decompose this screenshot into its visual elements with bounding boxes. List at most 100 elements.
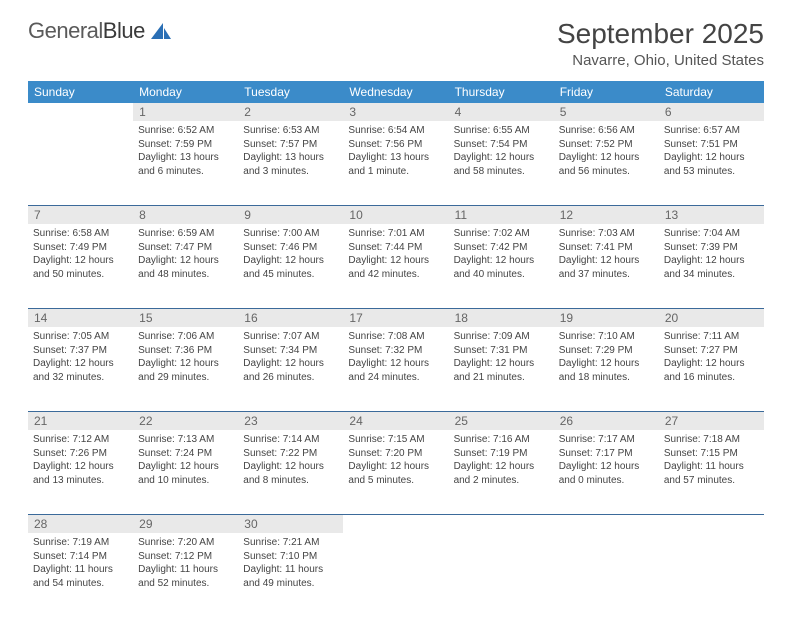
daynum-cell: 20 <box>659 309 764 327</box>
day-cell: Sunrise: 6:53 AMSunset: 7:57 PMDaylight:… <box>238 121 343 205</box>
day-cell: Sunrise: 7:08 AMSunset: 7:32 PMDaylight:… <box>343 327 448 411</box>
daynum-cell: 28 <box>28 515 133 533</box>
day-cell: Sunrise: 7:17 AMSunset: 7:17 PMDaylight:… <box>554 430 659 514</box>
daylight-line: Daylight: 13 hours and 6 minutes. <box>138 151 233 178</box>
daynum-cell <box>554 515 659 533</box>
day-cell: Sunrise: 6:52 AMSunset: 7:59 PMDaylight:… <box>133 121 238 205</box>
sunrise-line: Sunrise: 6:58 AM <box>33 227 128 241</box>
sunset-line: Sunset: 7:32 PM <box>348 344 443 358</box>
sunrise-line: Sunrise: 6:54 AM <box>348 124 443 138</box>
day-cell: Sunrise: 6:57 AMSunset: 7:51 PMDaylight:… <box>659 121 764 205</box>
daylight-line: Daylight: 11 hours and 52 minutes. <box>138 563 233 590</box>
sunrise-line: Sunrise: 7:12 AM <box>33 433 128 447</box>
daynum-row: 282930 <box>28 515 764 533</box>
sunset-line: Sunset: 7:20 PM <box>348 447 443 461</box>
sunrise-line: Sunrise: 7:04 AM <box>664 227 759 241</box>
month-title: September 2025 <box>557 18 764 50</box>
day-header-cell: Monday <box>133 81 238 103</box>
daynum-row: 14151617181920 <box>28 309 764 327</box>
day-header-cell: Tuesday <box>238 81 343 103</box>
day-cell <box>659 533 764 617</box>
sunrise-line: Sunrise: 7:09 AM <box>454 330 549 344</box>
sunset-line: Sunset: 7:47 PM <box>138 241 233 255</box>
day-cell: Sunrise: 6:55 AMSunset: 7:54 PMDaylight:… <box>449 121 554 205</box>
sunset-line: Sunset: 7:36 PM <box>138 344 233 358</box>
daylight-line: Daylight: 12 hours and 5 minutes. <box>348 460 443 487</box>
daylight-line: Daylight: 12 hours and 16 minutes. <box>664 357 759 384</box>
day-cell: Sunrise: 7:11 AMSunset: 7:27 PMDaylight:… <box>659 327 764 411</box>
daynum-cell: 8 <box>133 206 238 224</box>
daylight-line: Daylight: 12 hours and 58 minutes. <box>454 151 549 178</box>
sunrise-line: Sunrise: 7:13 AM <box>138 433 233 447</box>
day-cell: Sunrise: 7:15 AMSunset: 7:20 PMDaylight:… <box>343 430 448 514</box>
daynum-cell: 18 <box>449 309 554 327</box>
location: Navarre, Ohio, United States <box>557 52 764 69</box>
sunrise-line: Sunrise: 6:52 AM <box>138 124 233 138</box>
day-cell: Sunrise: 7:16 AMSunset: 7:19 PMDaylight:… <box>449 430 554 514</box>
sunset-line: Sunset: 7:24 PM <box>138 447 233 461</box>
sunset-line: Sunset: 7:46 PM <box>243 241 338 255</box>
day-cell: Sunrise: 7:04 AMSunset: 7:39 PMDaylight:… <box>659 224 764 308</box>
day-cell: Sunrise: 7:10 AMSunset: 7:29 PMDaylight:… <box>554 327 659 411</box>
sunrise-line: Sunrise: 7:19 AM <box>33 536 128 550</box>
sunrise-line: Sunrise: 6:59 AM <box>138 227 233 241</box>
sunrise-line: Sunrise: 7:20 AM <box>138 536 233 550</box>
sunset-line: Sunset: 7:19 PM <box>454 447 549 461</box>
daylight-line: Daylight: 12 hours and 42 minutes. <box>348 254 443 281</box>
day-header-row: SundayMondayTuesdayWednesdayThursdayFrid… <box>28 81 764 103</box>
day-cell: Sunrise: 7:18 AMSunset: 7:15 PMDaylight:… <box>659 430 764 514</box>
sunset-line: Sunset: 7:51 PM <box>664 138 759 152</box>
daynum-cell: 19 <box>554 309 659 327</box>
day-cell: Sunrise: 7:03 AMSunset: 7:41 PMDaylight:… <box>554 224 659 308</box>
day-cell: Sunrise: 7:09 AMSunset: 7:31 PMDaylight:… <box>449 327 554 411</box>
daylight-line: Daylight: 12 hours and 0 minutes. <box>559 460 654 487</box>
daynum-cell: 29 <box>133 515 238 533</box>
daylight-line: Daylight: 12 hours and 21 minutes. <box>454 357 549 384</box>
daylight-line: Daylight: 12 hours and 48 minutes. <box>138 254 233 281</box>
daynum-cell: 4 <box>449 103 554 121</box>
daynum-cell: 14 <box>28 309 133 327</box>
daynum-cell <box>449 515 554 533</box>
sunrise-line: Sunrise: 7:01 AM <box>348 227 443 241</box>
sunrise-line: Sunrise: 6:55 AM <box>454 124 549 138</box>
sunset-line: Sunset: 7:29 PM <box>559 344 654 358</box>
day-cell: Sunrise: 7:02 AMSunset: 7:42 PMDaylight:… <box>449 224 554 308</box>
day-cell: Sunrise: 6:56 AMSunset: 7:52 PMDaylight:… <box>554 121 659 205</box>
week-row: Sunrise: 7:05 AMSunset: 7:37 PMDaylight:… <box>28 327 764 412</box>
daylight-line: Daylight: 12 hours and 32 minutes. <box>33 357 128 384</box>
week-row: Sunrise: 7:19 AMSunset: 7:14 PMDaylight:… <box>28 533 764 617</box>
day-cell: Sunrise: 7:14 AMSunset: 7:22 PMDaylight:… <box>238 430 343 514</box>
daynum-row: 123456 <box>28 103 764 121</box>
sunrise-line: Sunrise: 7:11 AM <box>664 330 759 344</box>
daylight-line: Daylight: 11 hours and 49 minutes. <box>243 563 338 590</box>
sunset-line: Sunset: 7:37 PM <box>33 344 128 358</box>
logo: GeneralBlue <box>28 18 175 44</box>
sunrise-line: Sunrise: 7:00 AM <box>243 227 338 241</box>
week-row: Sunrise: 6:52 AMSunset: 7:59 PMDaylight:… <box>28 121 764 206</box>
sunset-line: Sunset: 7:57 PM <box>243 138 338 152</box>
daylight-line: Daylight: 12 hours and 37 minutes. <box>559 254 654 281</box>
daylight-line: Daylight: 12 hours and 34 minutes. <box>664 254 759 281</box>
day-cell: Sunrise: 7:19 AMSunset: 7:14 PMDaylight:… <box>28 533 133 617</box>
daylight-line: Daylight: 12 hours and 56 minutes. <box>559 151 654 178</box>
sunrise-line: Sunrise: 7:03 AM <box>559 227 654 241</box>
daynum-cell: 11 <box>449 206 554 224</box>
day-cell: Sunrise: 6:58 AMSunset: 7:49 PMDaylight:… <box>28 224 133 308</box>
sunset-line: Sunset: 7:10 PM <box>243 550 338 564</box>
day-cell: Sunrise: 7:20 AMSunset: 7:12 PMDaylight:… <box>133 533 238 617</box>
daynum-cell: 17 <box>343 309 448 327</box>
sunrise-line: Sunrise: 7:07 AM <box>243 330 338 344</box>
daylight-line: Daylight: 13 hours and 1 minute. <box>348 151 443 178</box>
logo-word1: General <box>28 18 103 43</box>
sunrise-line: Sunrise: 7:18 AM <box>664 433 759 447</box>
daylight-line: Daylight: 12 hours and 29 minutes. <box>138 357 233 384</box>
day-cell: Sunrise: 7:06 AMSunset: 7:36 PMDaylight:… <box>133 327 238 411</box>
sunset-line: Sunset: 7:12 PM <box>138 550 233 564</box>
sunrise-line: Sunrise: 7:02 AM <box>454 227 549 241</box>
daynum-cell: 22 <box>133 412 238 430</box>
day-cell: Sunrise: 7:12 AMSunset: 7:26 PMDaylight:… <box>28 430 133 514</box>
daylight-line: Daylight: 11 hours and 54 minutes. <box>33 563 128 590</box>
daylight-line: Daylight: 11 hours and 57 minutes. <box>664 460 759 487</box>
sunrise-line: Sunrise: 7:17 AM <box>559 433 654 447</box>
daynum-cell: 25 <box>449 412 554 430</box>
